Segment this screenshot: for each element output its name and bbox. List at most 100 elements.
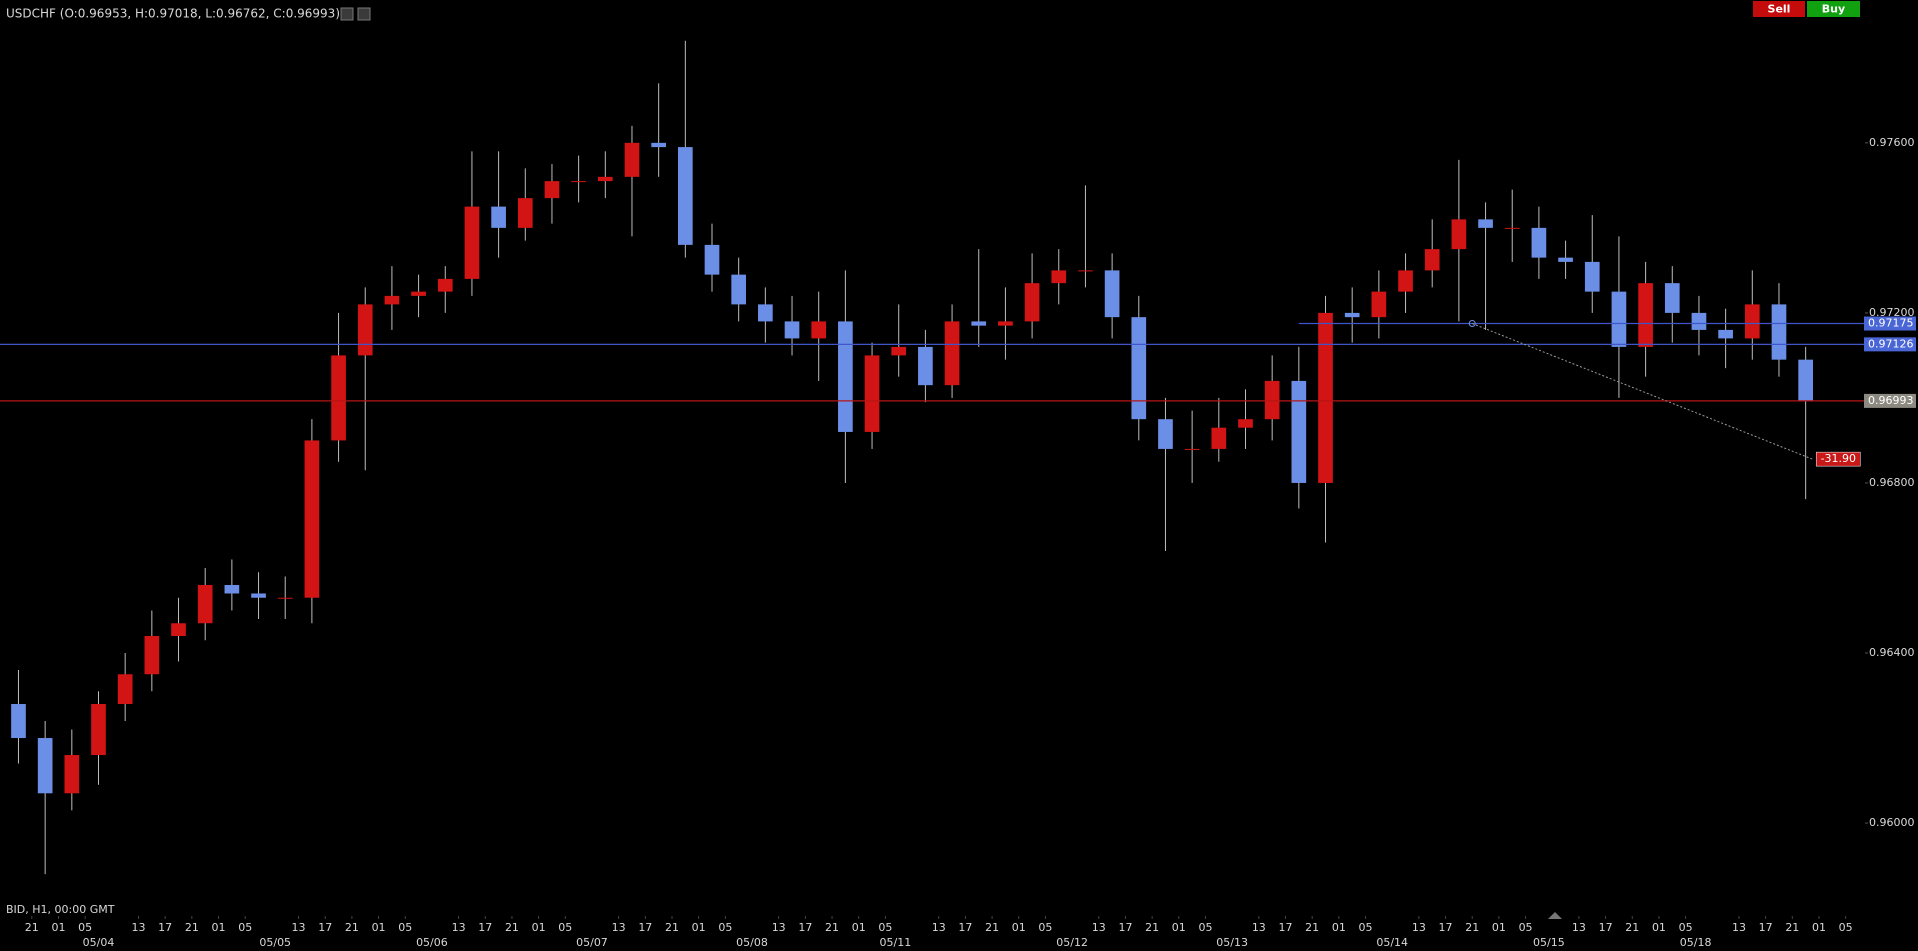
x-tick-label: 01: [51, 921, 65, 934]
x-tick-label: 13: [612, 921, 626, 934]
candle-body: [1451, 219, 1467, 250]
candle-body: [331, 355, 346, 441]
x-tick-label: 21: [345, 921, 359, 934]
x-tick-label: 05: [1198, 921, 1212, 934]
x-tick-label: 17: [638, 921, 652, 934]
price-tag-label: 0.96993: [1868, 394, 1914, 407]
date-label: 05/11: [880, 936, 912, 949]
candle-body: [624, 142, 640, 177]
date-label: 05/04: [83, 936, 115, 949]
candle-body: [651, 142, 666, 148]
date-label: 05/07: [576, 936, 608, 949]
candle-body: [1131, 317, 1147, 420]
candle-body: [1664, 283, 1680, 313]
candle-body: [1638, 283, 1653, 347]
candle-body: [811, 321, 827, 339]
config-icon[interactable]: [357, 7, 371, 21]
price-tag-label: 0.97126: [1868, 337, 1914, 350]
x-tick-label: 17: [1279, 921, 1293, 934]
candle-body: [1504, 227, 1520, 229]
x-tick-label: 17: [318, 921, 332, 934]
trend-line: [1472, 323, 1813, 460]
candle-body: [1291, 380, 1307, 483]
candle-body: [597, 176, 613, 182]
candle-body: [1611, 291, 1627, 347]
price-tag: [1864, 316, 1916, 331]
candle-body: [1771, 304, 1787, 360]
chart-settings: BID, H1, 00:00 GMT: [6, 903, 115, 916]
candle-body: [251, 593, 266, 598]
date-label: 05/14: [1376, 936, 1408, 949]
x-tick-label: 13: [1092, 921, 1106, 934]
x-tick-label: 21: [1145, 921, 1159, 934]
candle-body: [144, 635, 160, 675]
candle-body: [1371, 291, 1387, 318]
candle-body: [517, 198, 533, 228]
candle-body: [918, 346, 933, 386]
candle-body: [91, 704, 106, 756]
x-tick-label: 21: [505, 921, 519, 934]
x-tick-label: 13: [1412, 921, 1426, 934]
settings-icon[interactable]: [340, 7, 354, 21]
candle-body: [277, 597, 293, 599]
candle-body: [731, 274, 747, 305]
candle-body: [1211, 427, 1227, 449]
x-tick-label: 21: [825, 921, 839, 934]
x-tick-label: 01: [692, 921, 706, 934]
candle-body: [1744, 304, 1760, 339]
y-tick-label: 0.96800: [1869, 476, 1915, 489]
x-tick-label: 05: [1038, 921, 1052, 934]
candle-body: [784, 321, 800, 339]
x-tick-label: 17: [1599, 921, 1613, 934]
x-tick-label: 01: [1012, 921, 1026, 934]
candle-body: [357, 304, 373, 356]
candle-body: [171, 623, 186, 636]
candle-body: [1798, 359, 1813, 401]
x-tick-label: 01: [1172, 921, 1186, 934]
candle-body: [1184, 448, 1200, 450]
candle-body: [1558, 257, 1573, 262]
candle-body: [1238, 419, 1253, 428]
x-tick-label: 01: [1812, 921, 1826, 934]
candle-body: [64, 755, 80, 794]
x-tick-label: 13: [132, 921, 146, 934]
x-tick-label: 17: [1759, 921, 1773, 934]
candle-body: [1158, 419, 1173, 449]
buy-label: Buy: [1822, 3, 1845, 16]
buy-button[interactable]: [1807, 1, 1860, 17]
x-tick-label: 05: [1679, 921, 1693, 934]
candle-body: [117, 674, 133, 705]
x-tick-label: 17: [1118, 921, 1132, 934]
scroll-marker[interactable]: [1548, 912, 1562, 919]
candle-body: [571, 181, 586, 183]
candle-body: [1691, 312, 1707, 330]
x-tick-label: 01: [532, 921, 546, 934]
x-tick-label: 21: [1305, 921, 1319, 934]
x-tick-label: 13: [772, 921, 786, 934]
pips-tag: [1816, 451, 1861, 467]
candle-body: [411, 291, 426, 296]
candle-body: [384, 295, 400, 305]
candle-body: [491, 206, 506, 228]
price-tag: [1864, 337, 1916, 352]
candle-body: [1078, 270, 1093, 272]
x-tick-label: 17: [798, 921, 812, 934]
x-tick-label: 21: [185, 921, 199, 934]
x-tick-label: 13: [292, 921, 306, 934]
date-label: 05/12: [1056, 936, 1088, 949]
x-tick-label: 13: [1572, 921, 1586, 934]
candle-body: [998, 321, 1013, 326]
date-label: 05/08: [736, 936, 768, 949]
x-tick-label: 01: [1652, 921, 1666, 934]
date-label: 05/05: [259, 936, 291, 949]
price-tag-label: 0.97175: [1868, 317, 1914, 330]
sell-button[interactable]: [1753, 1, 1805, 17]
x-tick-label: 05: [398, 921, 412, 934]
y-tick-label: 0.97600: [1869, 136, 1915, 149]
candle-body: [37, 738, 53, 794]
candle-body: [1584, 261, 1600, 292]
x-tick-label: 01: [1492, 921, 1506, 934]
x-tick-label: 21: [1785, 921, 1799, 934]
x-tick-label: 17: [958, 921, 972, 934]
